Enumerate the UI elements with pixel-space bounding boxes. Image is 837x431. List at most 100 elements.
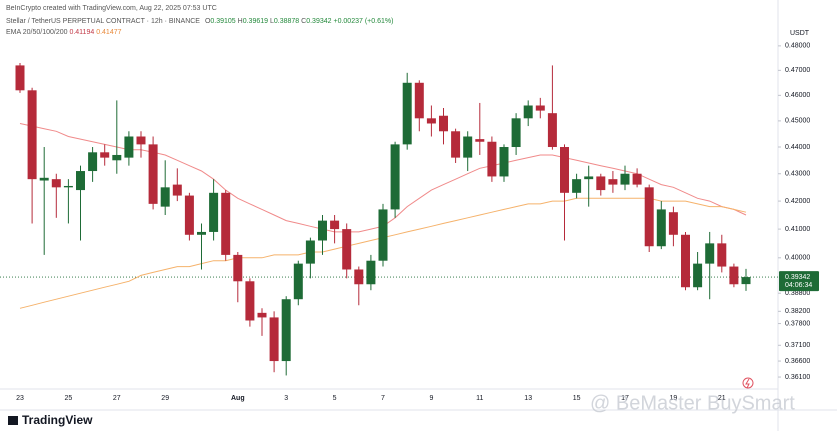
- y-tick-label: 0.45000: [785, 118, 810, 125]
- candle-body: [318, 220, 327, 241]
- candle-body: [463, 136, 473, 158]
- x-tick-label: 7: [381, 395, 385, 402]
- candle-body: [681, 234, 690, 288]
- candle-body: [305, 240, 315, 264]
- candle-body: [535, 105, 545, 111]
- candle-body: [402, 82, 412, 145]
- y-tick-label: 0.46000: [785, 92, 810, 99]
- ohlc-value: 0.39105: [210, 18, 235, 25]
- ohlc-label: O: [205, 18, 211, 25]
- change: +0.00237 (+0.61%): [333, 18, 393, 25]
- y-tick-label: 0.47000: [785, 67, 810, 74]
- candle-body: [572, 179, 582, 193]
- candle-body: [668, 212, 678, 235]
- candle-body: [76, 171, 85, 191]
- x-tick-label: 5: [333, 395, 337, 402]
- candle-body: [233, 254, 243, 282]
- x-tick-label: 13: [524, 395, 532, 402]
- y-tick-label: 0.38200: [785, 308, 810, 315]
- candle-body: [354, 269, 364, 285]
- candle-body: [596, 176, 606, 191]
- event-icon: [742, 377, 754, 389]
- candle-body: [136, 136, 146, 145]
- x-tick-label: 21: [718, 395, 726, 402]
- y-tick-label: 0.44000: [785, 144, 810, 151]
- candle-body: [439, 115, 448, 132]
- candle-body: [293, 263, 303, 300]
- ohlc-label: L: [270, 18, 274, 25]
- candle-body: [51, 179, 61, 188]
- legend-ohlc: Stellar / TetherUS PERPETUAL CONTRACT · …: [6, 18, 393, 25]
- candle-body: [620, 173, 630, 185]
- y-tick-label: 0.36600: [785, 358, 810, 365]
- ohlc-label: H: [238, 18, 243, 25]
- candle-body: [560, 147, 569, 193]
- candle-body: [342, 229, 352, 270]
- candle-body: [475, 139, 485, 142]
- x-tick-label: 9: [429, 395, 433, 402]
- brand: TradingView: [22, 413, 93, 427]
- y-tick-label: 0.48000: [785, 43, 810, 50]
- candle-body: [197, 231, 206, 235]
- legend-ema: EMA 20/50/100/200 0.41194 0.41477: [6, 29, 122, 36]
- y-tick-label: 0.42000: [785, 198, 810, 205]
- candle-body: [63, 185, 73, 188]
- currency: USDT: [790, 30, 810, 37]
- candle-body: [160, 187, 170, 207]
- candle-body: [100, 152, 110, 158]
- y-tick-label: 0.38800: [785, 290, 810, 297]
- x-tick-label: 11: [476, 395, 483, 402]
- candle-body: [172, 184, 182, 196]
- ohlc-value: 0.39619: [243, 18, 268, 25]
- candle-body: [221, 192, 231, 255]
- candle-body: [487, 141, 497, 177]
- candle-body: [705, 243, 715, 264]
- candle-body: [547, 113, 557, 148]
- ema-value: 0.41194: [69, 29, 94, 36]
- event-icon: [745, 378, 750, 389]
- x-tick-label: Aug: [231, 395, 245, 402]
- candle-body: [499, 147, 509, 177]
- x-tick-label: 25: [65, 395, 73, 402]
- candle-body: [366, 260, 376, 285]
- header: BeInCrypto created with TradingView.com,…: [6, 5, 217, 12]
- candle-body: [257, 312, 267, 318]
- candle-body: [608, 179, 618, 185]
- ema-value: 0.41477: [96, 29, 121, 36]
- candle-body: [245, 281, 255, 321]
- candle-body: [414, 82, 424, 119]
- candle-body: [644, 187, 654, 247]
- x-tick-label: 19: [670, 395, 678, 402]
- candle-body: [148, 144, 158, 204]
- x-tick-label: 29: [161, 395, 169, 402]
- y-tick-label: 0.43000: [785, 171, 810, 178]
- candle-body: [729, 266, 739, 285]
- candle-body: [741, 277, 751, 285]
- candle-body: [184, 195, 194, 235]
- candle-body: [717, 243, 727, 267]
- y-tick-label: 0.40000: [785, 255, 810, 262]
- candle-body: [112, 154, 122, 161]
- last-price-box: [779, 271, 819, 292]
- ohlc-value: 0.38878: [274, 18, 299, 25]
- candle-body: [330, 220, 340, 230]
- y-tick-label: 0.37800: [785, 320, 810, 327]
- candle-body: [15, 65, 25, 91]
- x-tick-label: 17: [621, 395, 629, 402]
- x-tick-label: 15: [573, 395, 581, 402]
- candle-body: [269, 317, 279, 362]
- logo: [8, 416, 18, 425]
- ema-label: EMA 20/50/100/200: [6, 29, 68, 36]
- y-tick-label: 0.36100: [785, 374, 810, 381]
- last-price-label: 0.39342: [785, 274, 810, 281]
- candle-body: [27, 90, 37, 180]
- candle-body: [390, 144, 400, 210]
- y-tick-label: 0.41000: [785, 226, 810, 233]
- symbol: Stellar / TetherUS PERPETUAL CONTRACT · …: [6, 18, 200, 25]
- candle-body: [511, 118, 521, 148]
- candle-body: [378, 209, 388, 261]
- watermark: @ BeMaster BuySmart: [590, 392, 795, 414]
- candle-body: [39, 177, 49, 181]
- candle-body: [632, 173, 642, 185]
